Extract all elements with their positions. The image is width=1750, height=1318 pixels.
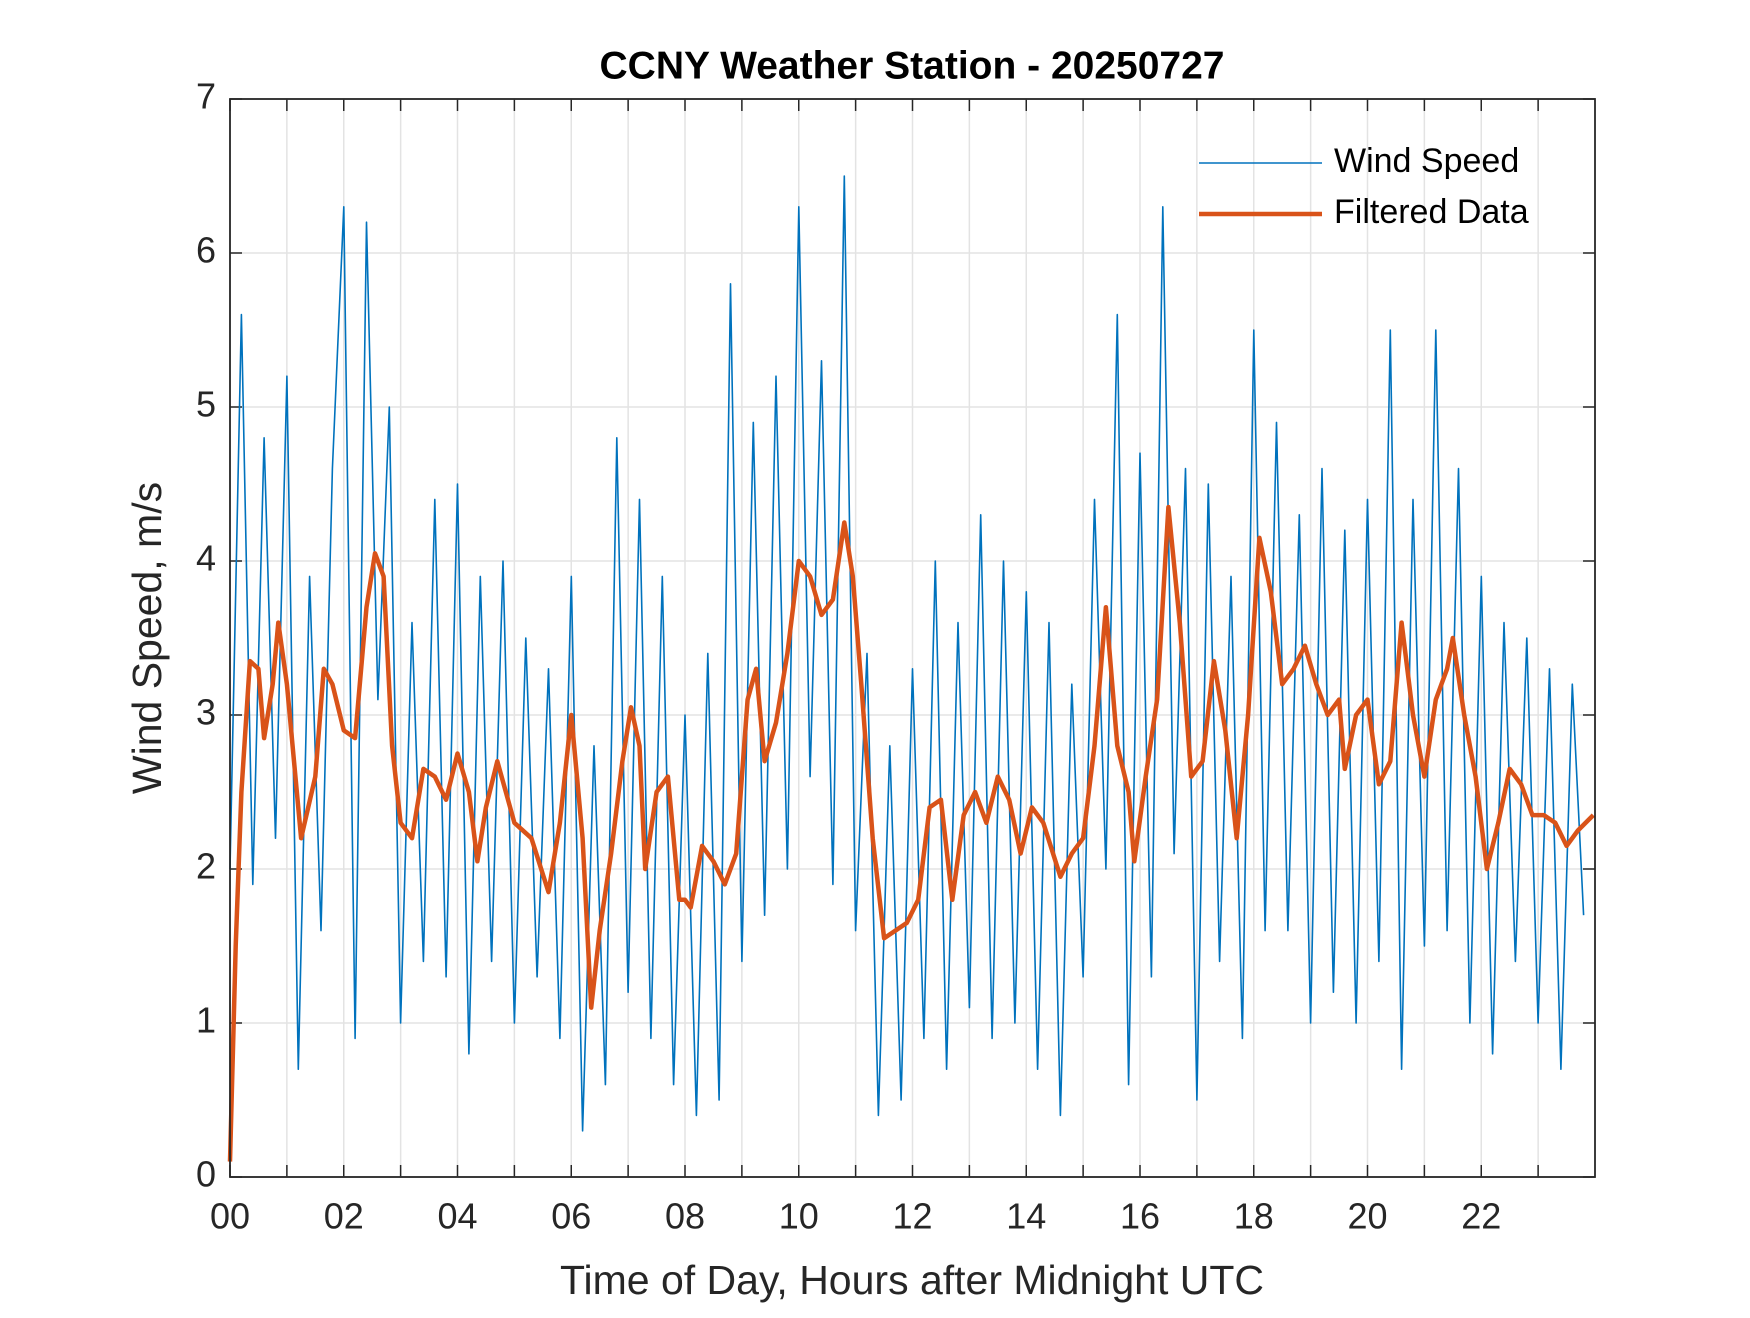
x-tick-label: 18 [1234,1196,1274,1237]
y-tick-label: 2 [196,846,216,887]
x-tick-label: 20 [1347,1196,1387,1237]
y-axis-label: Wind Speed, m/s [124,482,170,794]
legend-label: Wind Speed [1334,142,1519,180]
x-tick-label: 22 [1461,1196,1501,1237]
y-tick-label: 4 [196,538,216,579]
y-tick-label: 0 [196,1154,216,1195]
y-tick-label: 7 [196,76,216,117]
x-tick-label: 04 [437,1196,477,1237]
axes-box [229,98,1596,1178]
x-axis-label: Time of Day, Hours after Midnight UTC [560,1257,1264,1303]
chart-title: CCNY Weather Station - 20250727 [600,44,1225,87]
x-tick-label: 16 [1120,1196,1160,1237]
x-tick-label: 08 [665,1196,705,1237]
y-tick-label: 1 [196,1000,216,1041]
x-tick-label: 06 [551,1196,591,1237]
x-tick-label: 02 [324,1196,364,1237]
legend-label: Filtered Data [1334,193,1529,231]
y-tick-label: 5 [196,384,216,425]
x-tick-label: 14 [1006,1196,1046,1237]
x-tick-label: 12 [892,1196,932,1237]
y-tick-label: 3 [196,692,216,733]
x-tick-label: 00 [210,1196,250,1237]
data-line [229,175,1585,1132]
data-line [227,504,1595,1162]
x-tick-label: 10 [779,1196,819,1237]
y-tick-label: 6 [196,230,216,271]
